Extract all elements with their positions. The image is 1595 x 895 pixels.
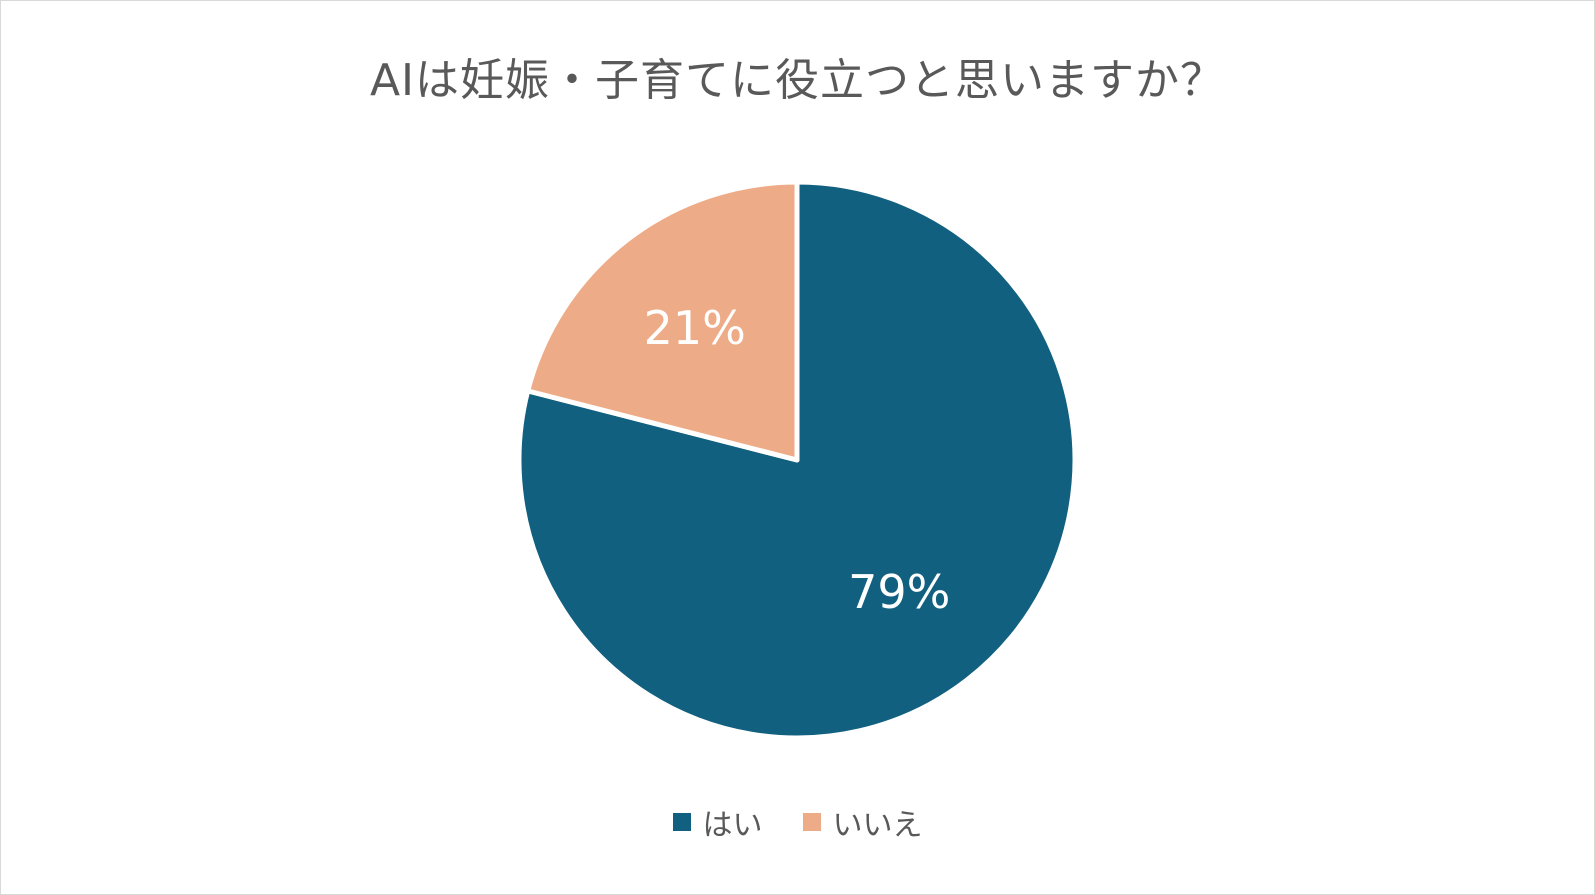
pie-slices xyxy=(516,179,1078,741)
legend-swatch-no xyxy=(802,813,821,831)
chart-title: AIは妊娠・子育てに役立つと思いますか？ xyxy=(369,55,1226,106)
legend-label-no: いいえ xyxy=(832,808,923,843)
pie-labels: 79% 21% xyxy=(644,301,951,619)
pie-slice-yes xyxy=(516,179,1078,741)
legend-swatch-yes xyxy=(672,813,691,831)
legend-item-yes: はい xyxy=(672,800,763,844)
legend-label-yes: はい xyxy=(702,808,763,843)
data-label-yes: 79% xyxy=(848,565,950,619)
legend: はい いいえ xyxy=(0,800,1595,844)
legend-item-no: いいえ xyxy=(802,800,923,844)
pie-slice-no xyxy=(525,179,800,463)
data-label-no: 21% xyxy=(644,301,746,355)
